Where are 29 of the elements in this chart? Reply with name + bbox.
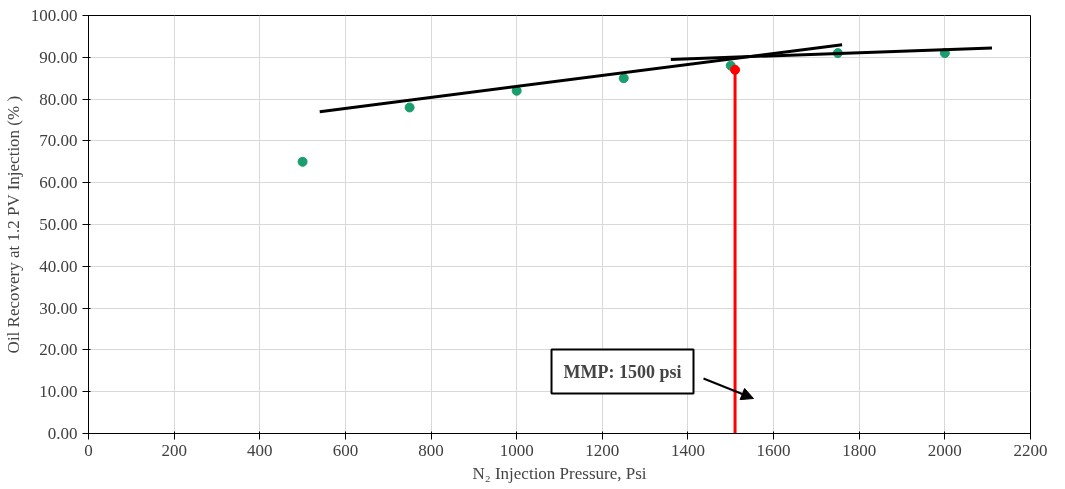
y-tick-label: 90.00 — [39, 47, 78, 67]
x-tick-label: 1000 — [499, 440, 534, 460]
y-tick-label: 60.00 — [39, 173, 78, 193]
y-axis-title: Oil Recovery at 1.2 PV Injection (% ) — [3, 95, 23, 354]
x-tick-label: 1400 — [670, 440, 705, 460]
y-tick-label: 40.00 — [39, 256, 78, 276]
y-tick-label: 70.00 — [39, 131, 78, 151]
x-tick-label: 1800 — [842, 440, 877, 460]
y-tick-label: 20.00 — [39, 340, 78, 360]
x-tick-label: 400 — [247, 440, 273, 460]
y-tick-label: 100.00 — [30, 6, 78, 25]
x-tick-label: 0 — [84, 440, 93, 460]
x-tick-label: 800 — [418, 440, 444, 460]
y-tick-label: 80.00 — [39, 89, 78, 109]
y-tick-label: 50.00 — [39, 215, 78, 234]
x-tick-label: 2000 — [927, 440, 962, 460]
point — [618, 73, 629, 84]
y-tick-label: 0.00 — [47, 424, 78, 443]
y-tick-label: 10.00 — [39, 382, 78, 402]
annotation: MMP: 1500 psi — [563, 361, 682, 382]
x-tick-label: 2200 — [1013, 440, 1048, 460]
point — [404, 102, 415, 113]
x-axis-title: N₂ Injection Pressure, Psi — [472, 463, 647, 483]
x-tick-label: 1200 — [585, 440, 620, 460]
y-tick-label: 30.00 — [39, 298, 78, 318]
x-tick-label: 1600 — [756, 440, 791, 460]
x-tick-label: 200 — [161, 440, 187, 460]
point — [297, 156, 308, 167]
x-tick-label: 600 — [332, 440, 359, 460]
